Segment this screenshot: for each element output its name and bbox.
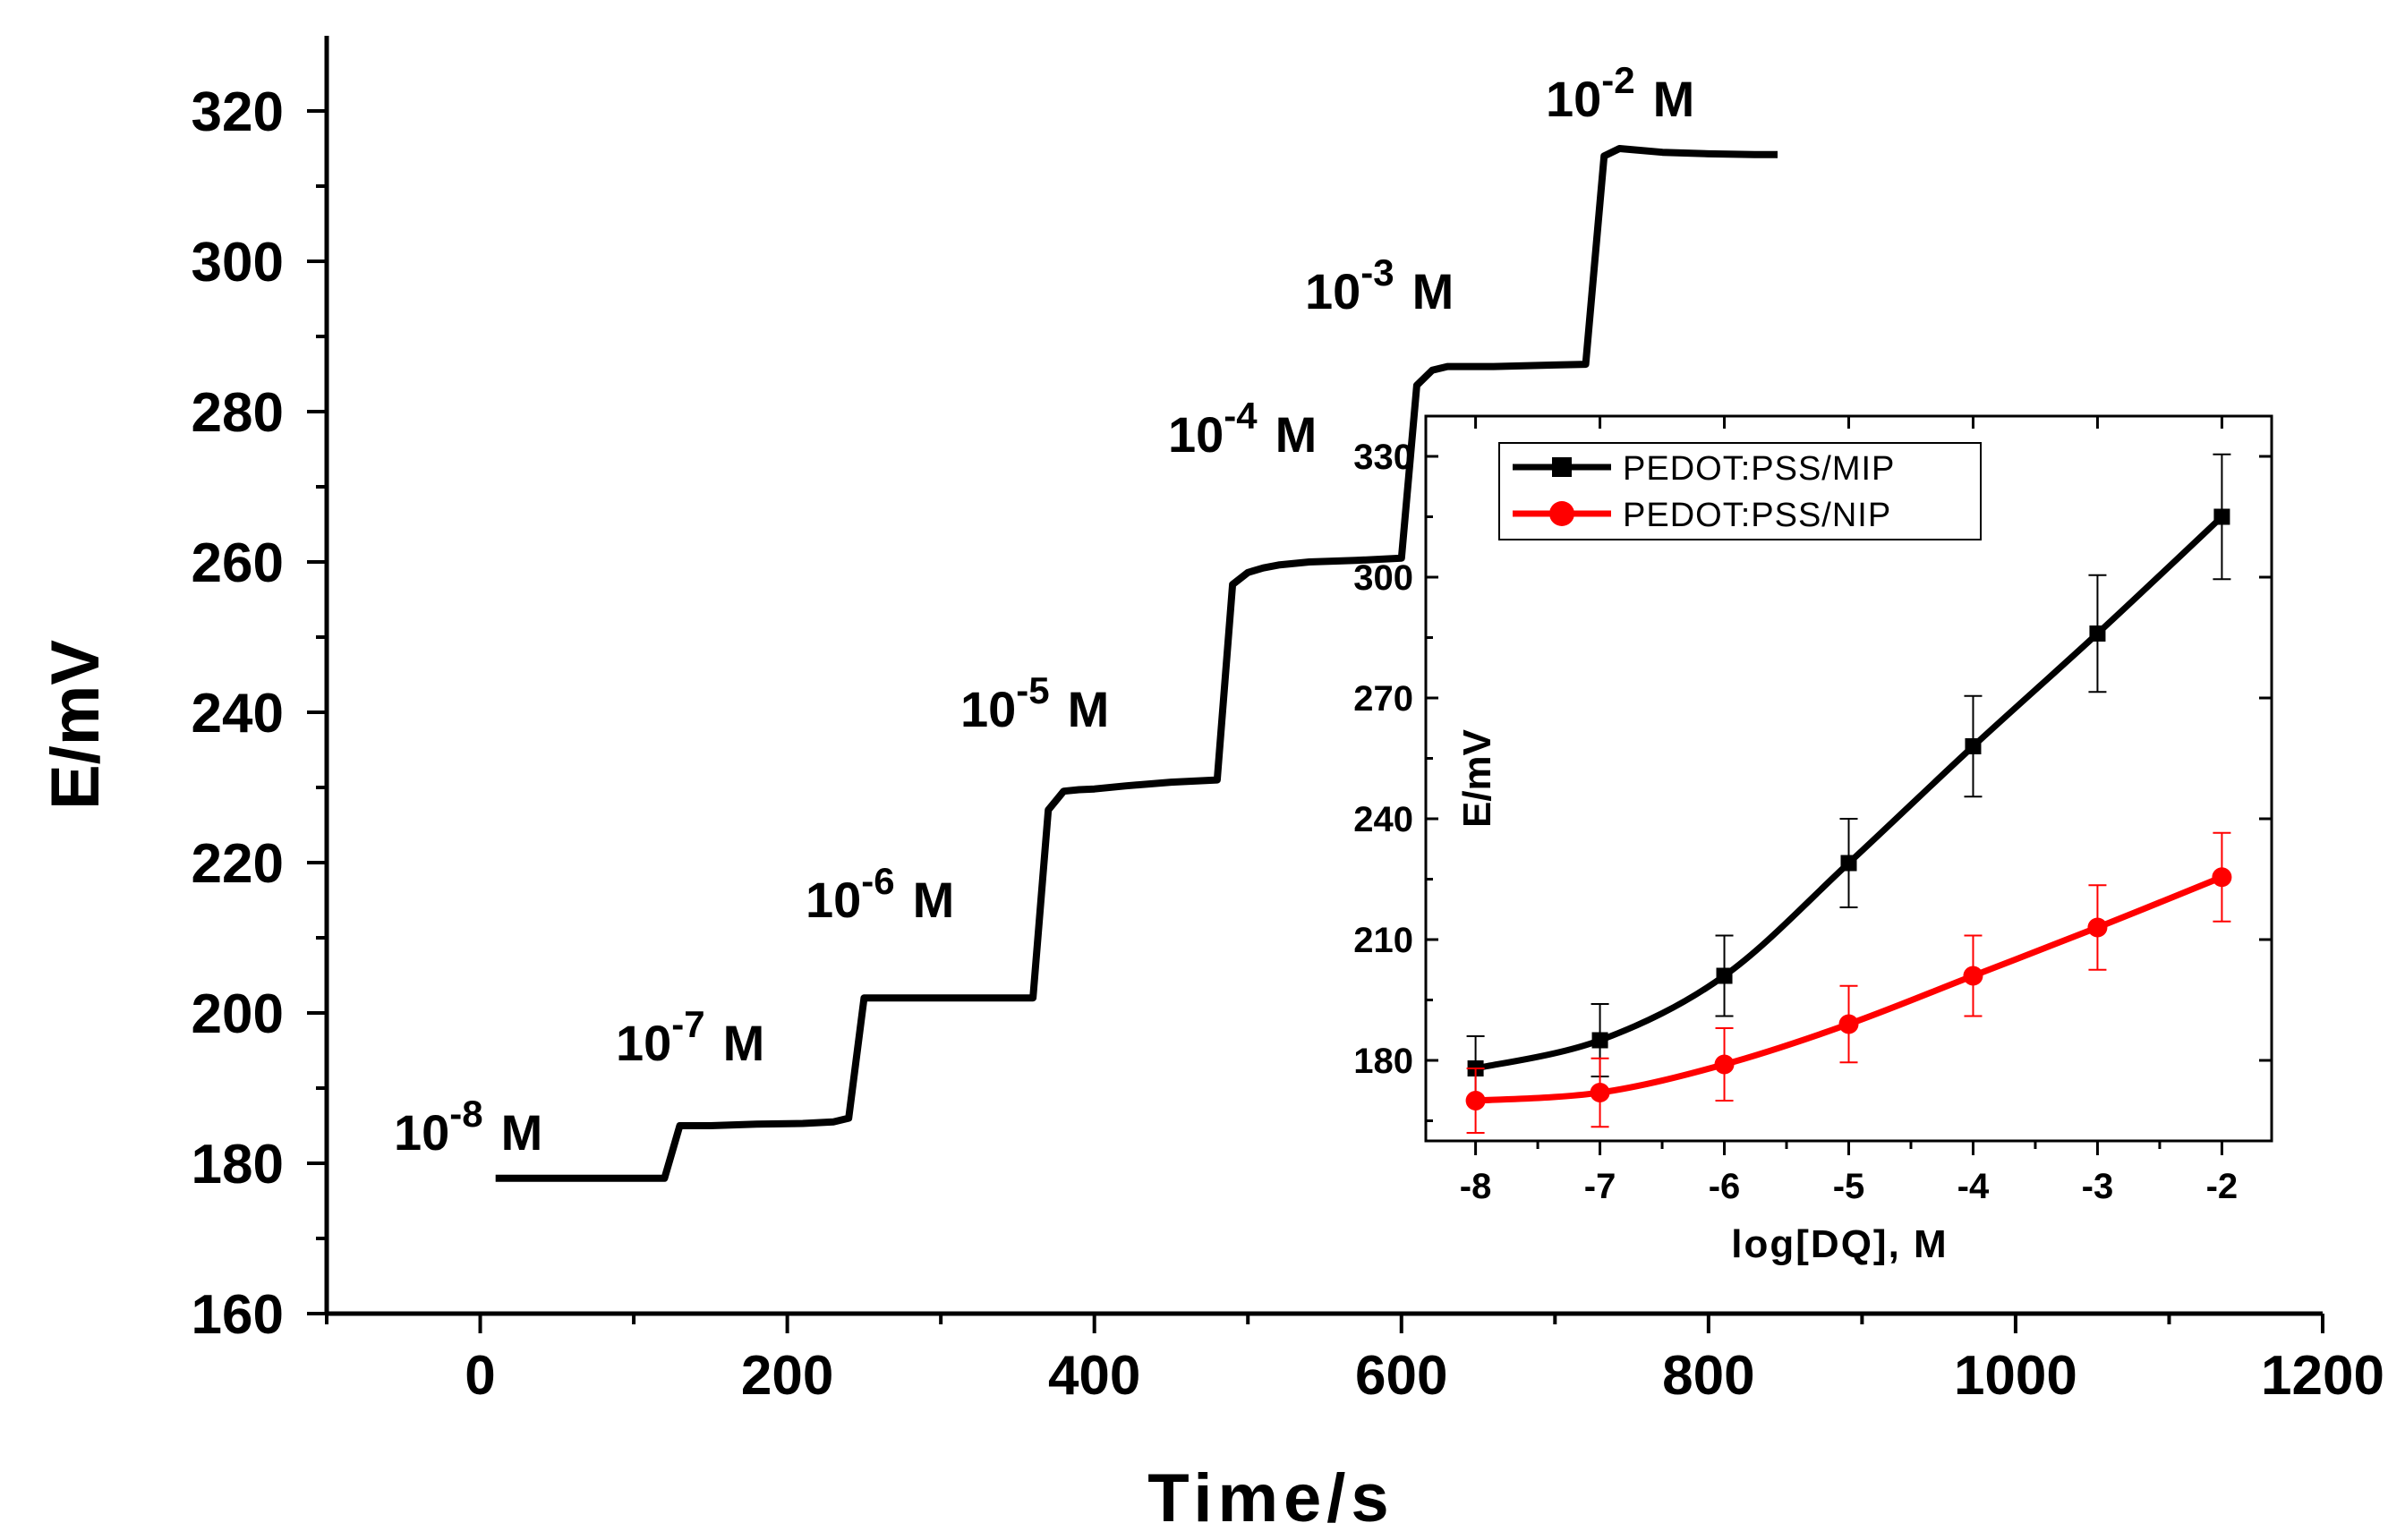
- y-tick-label: 280: [192, 382, 284, 444]
- y-tick-label: 260: [192, 532, 284, 594]
- annotation-base: 10: [960, 681, 1016, 737]
- inset-x-tick-label: -4: [1957, 1167, 1990, 1206]
- inset-plot: 180 210 240 270 300 330 -8 -7 -6 -5 -4 -3 -2 log[DQ],…: [1353, 414, 2273, 1266]
- y-axis-title: E/mV: [38, 640, 114, 810]
- inset-marker-square: [1716, 967, 1733, 984]
- inset-x-axis-title: log[DQ], M: [1731, 1222, 1948, 1266]
- x-axis-title: Time/s: [1147, 1460, 1394, 1536]
- annotation-exponent: -2: [1601, 59, 1634, 101]
- inset-marker-circle: [1838, 1014, 1859, 1034]
- annotation-concentration: 10-3 M: [1305, 251, 1454, 319]
- annotation-unit: M: [501, 1104, 543, 1161]
- inset-x-tick-label: -8: [1460, 1167, 1492, 1206]
- x-tick-label: 0: [465, 1345, 495, 1407]
- annotation-concentration: 10-2 M: [1546, 59, 1694, 127]
- annotation-base: 10: [806, 872, 861, 928]
- legend-swatch-circle: [1549, 501, 1574, 526]
- annotation-base: 10: [1546, 71, 1601, 127]
- inset-marker-circle: [1714, 1054, 1735, 1075]
- annotation-unit: M: [723, 1015, 765, 1071]
- x-tick-label: 1000: [1954, 1345, 2077, 1407]
- legend-label: PEDOT:PSS/MIP: [1623, 450, 1895, 488]
- annotation-concentration: 10-5 M: [960, 669, 1109, 737]
- annotation-concentration: 10-8 M: [394, 1093, 542, 1161]
- annotation-unit: M: [1412, 263, 1454, 319]
- annotation-unit: M: [913, 872, 955, 928]
- main-plot: 160 180 200 220 240 260 280 300 320 0 200 400 600 800…: [38, 36, 2384, 1536]
- annotation-concentration: 10-7 M: [616, 1003, 764, 1071]
- annotation-exponent: -3: [1360, 251, 1394, 294]
- y-tick-label: 300: [192, 232, 284, 294]
- inset-y-tick-label: 240: [1353, 800, 1413, 839]
- annotation-exponent: -6: [861, 860, 894, 902]
- inset-marker-square: [2089, 625, 2106, 642]
- inset-x-tick-label: -5: [1833, 1167, 1865, 1206]
- inset-x-tick-label: -7: [1584, 1167, 1616, 1206]
- x-tick-label: 600: [1355, 1345, 1447, 1407]
- inset-y-tick-label: 330: [1353, 438, 1413, 477]
- annotation-base: 10: [394, 1104, 449, 1161]
- legend-swatch-square: [1552, 457, 1572, 477]
- inset-y-tick-label: 300: [1353, 558, 1413, 598]
- inset-x-tick-label: -6: [1709, 1167, 1741, 1206]
- legend-label: PEDOT:PSS/NIP: [1623, 497, 1891, 534]
- y-tick-label: 200: [192, 983, 284, 1045]
- inset-x-tick-label: -2: [2206, 1167, 2239, 1206]
- inset-y-tick-label: 270: [1353, 679, 1413, 719]
- inset-y-tick-label: 180: [1353, 1042, 1413, 1081]
- x-tick-label: 800: [1662, 1345, 1754, 1407]
- series-line-potential: [495, 145, 1778, 1182]
- inset-x-tick-label: -3: [2082, 1167, 2114, 1206]
- annotation-base: 10: [1168, 406, 1224, 463]
- inset-marker-square: [1591, 1032, 1608, 1049]
- annotation-base: 10: [616, 1015, 671, 1071]
- y-tick-label: 180: [192, 1134, 284, 1195]
- y-tick-label: 320: [192, 81, 284, 143]
- inset-marker-circle: [2212, 867, 2232, 888]
- annotation-unit: M: [1653, 71, 1695, 127]
- inset-marker-square: [1965, 738, 1982, 754]
- x-tick-label: 200: [741, 1345, 833, 1407]
- inset-marker-circle: [1590, 1083, 1610, 1102]
- annotation-concentration: 10-4 M: [1168, 395, 1317, 463]
- inset-y-axis-title: E/mV: [1455, 728, 1499, 828]
- annotation-exponent: -8: [449, 1093, 482, 1135]
- x-tick-label: 400: [1048, 1345, 1140, 1407]
- y-tick-label: 240: [192, 683, 284, 744]
- annotation-exponent: -7: [671, 1003, 704, 1045]
- annotation-unit: M: [1068, 681, 1110, 737]
- y-tick-label: 220: [192, 833, 284, 895]
- annotation-exponent: -5: [1016, 669, 1049, 711]
- inset-y-tick-label: 210: [1353, 921, 1413, 960]
- inset-marker-circle: [1963, 966, 1983, 986]
- inset-marker-circle: [2087, 917, 2108, 938]
- inset-legend: PEDOT:PSS/MIP PEDOT:PSS/NIP: [1498, 442, 1982, 540]
- y-tick-label: 160: [192, 1284, 284, 1346]
- inset-marker-square: [2213, 508, 2230, 525]
- annotation-base: 10: [1305, 263, 1360, 319]
- legend-box: [1498, 442, 1982, 540]
- annotation-exponent: -4: [1224, 395, 1258, 437]
- annotation-concentration: 10-6 M: [806, 860, 954, 928]
- inset-marker-circle: [1465, 1091, 1486, 1110]
- annotation-unit: M: [1275, 406, 1318, 463]
- inset-marker-square: [1840, 855, 1857, 872]
- x-tick-label: 1200: [2261, 1345, 2384, 1407]
